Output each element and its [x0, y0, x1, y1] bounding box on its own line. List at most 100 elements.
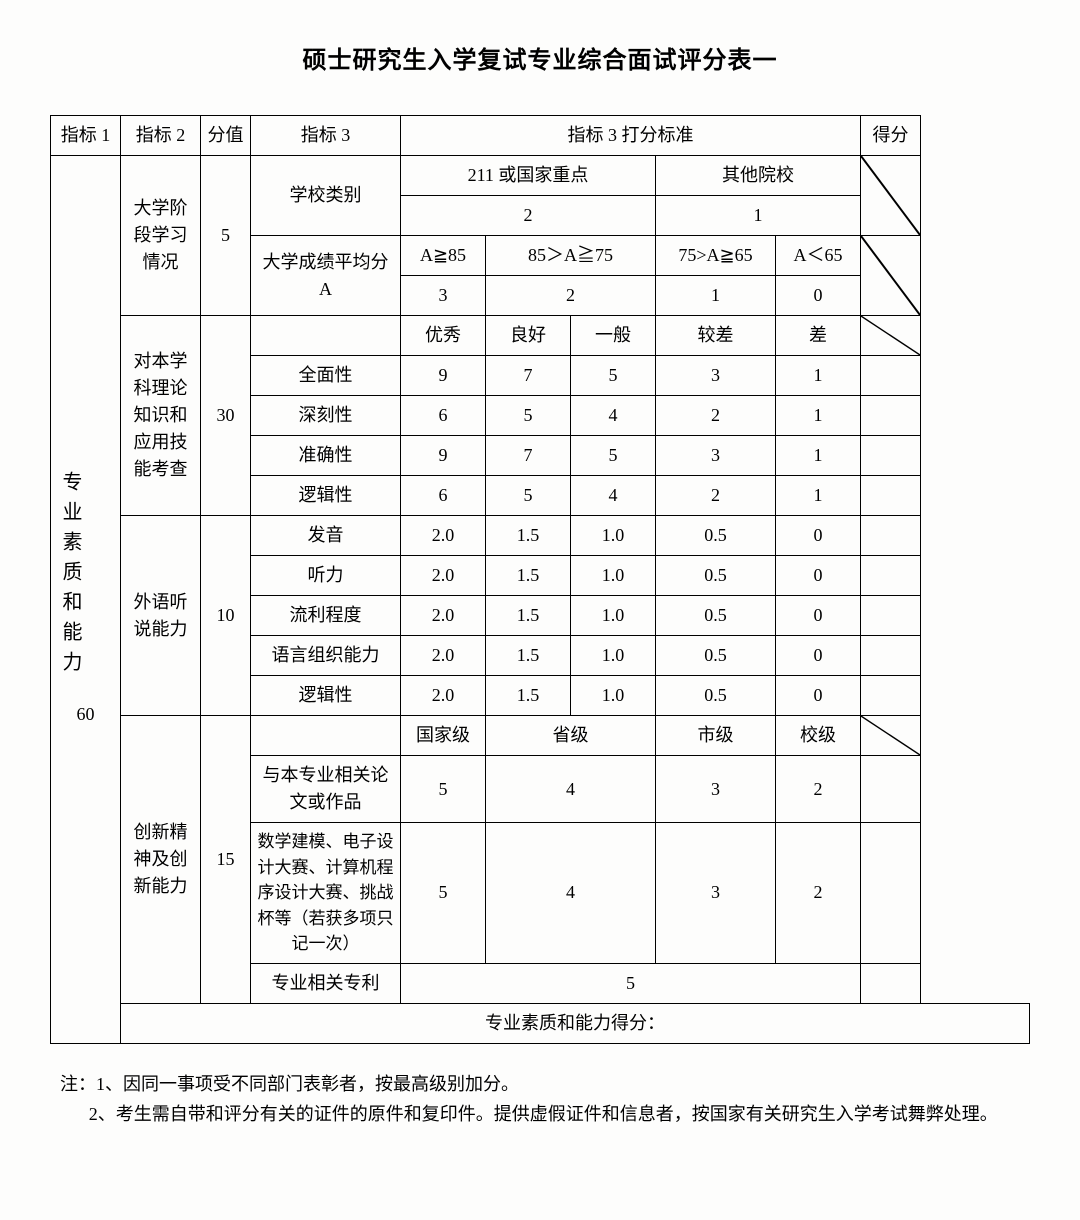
- diag-cell: [861, 716, 921, 756]
- sec4-r1-label: 与本专业相关论文或作品: [251, 756, 401, 823]
- table-header-row: 指标 1 指标 2 分值 指标 3 指标 3 打分标准 得分: [51, 116, 1030, 156]
- sec4-hdr-3: 校级: [776, 716, 861, 756]
- cell: 2.0: [401, 516, 486, 556]
- cell: 3: [656, 823, 776, 964]
- sec1-row2-h2: 85＞A≧75: [486, 236, 656, 276]
- sec4-hdr-2: 市级: [656, 716, 776, 756]
- sec2-hdr-0: 优秀: [401, 316, 486, 356]
- score-cell[interactable]: [861, 823, 921, 964]
- sec1-row2-s4: 0: [776, 276, 861, 316]
- score-cell[interactable]: [861, 396, 921, 436]
- hdr-weight: 分值: [201, 116, 251, 156]
- score-cell[interactable]: [861, 436, 921, 476]
- cell: 6: [401, 396, 486, 436]
- sec1-row2-s2: 2: [486, 276, 656, 316]
- cell: 5: [486, 396, 571, 436]
- sec1-row1-label: 学校类别: [251, 156, 401, 236]
- sec3-r0-label: 发音: [251, 516, 401, 556]
- cell: 5: [401, 823, 486, 964]
- cell: 3: [656, 356, 776, 396]
- score-cell[interactable]: [861, 676, 921, 716]
- cell: 0.5: [656, 676, 776, 716]
- notes-section: 注：1、因同一事项受不同部门表彰者，按最高级别加分。 2、考生需自带和评分有关的…: [50, 1069, 1030, 1130]
- cell: 1: [776, 436, 861, 476]
- cell: 3: [656, 436, 776, 476]
- hdr-indicator3: 指标 3: [251, 116, 401, 156]
- note-2: 2、考生需自带和评分有关的证件的原件和复印件。提供虚假证件和信息者，按国家有关研…: [60, 1099, 1020, 1130]
- sec1-row2-s3: 1: [656, 276, 776, 316]
- sec3-label: 外语听说能力: [121, 516, 201, 716]
- sec1-label: 大学阶段学习情况: [121, 156, 201, 316]
- diag-cell: [861, 236, 921, 316]
- sec4-hdr-1: 省级: [486, 716, 656, 756]
- cell: 1.5: [486, 636, 571, 676]
- hdr-indicator1: 指标 1: [51, 116, 121, 156]
- cell: 7: [486, 356, 571, 396]
- sec3-r2-label: 流利程度: [251, 596, 401, 636]
- cell: 2.0: [401, 596, 486, 636]
- cell: 4: [571, 476, 656, 516]
- cell: 1: [776, 476, 861, 516]
- score-cell[interactable]: [861, 476, 921, 516]
- score-cell[interactable]: [861, 756, 921, 823]
- cell: 0: [776, 556, 861, 596]
- cell: 0.5: [656, 556, 776, 596]
- cell: 2: [656, 396, 776, 436]
- cell: 1.5: [486, 676, 571, 716]
- cell: 9: [401, 356, 486, 396]
- cell: 1.0: [571, 636, 656, 676]
- cell: 1.0: [571, 556, 656, 596]
- sec1-row2-s1: 3: [401, 276, 486, 316]
- sec2-r3-label: 逻辑性: [251, 476, 401, 516]
- sec2-hdr-4: 差: [776, 316, 861, 356]
- sec4-hdr-empty: [251, 716, 401, 756]
- indicator1-total: 60: [55, 701, 116, 728]
- sec4-weight: 15: [201, 716, 251, 1004]
- sec1-row1-s2: 1: [656, 196, 861, 236]
- sec2-label: 对本学科理论知识和应用技能考查: [121, 316, 201, 516]
- cell: 2: [776, 823, 861, 964]
- cell: 0: [776, 676, 861, 716]
- sec3-r4-label: 逻辑性: [251, 676, 401, 716]
- cell: 7: [486, 436, 571, 476]
- score-cell[interactable]: [861, 636, 921, 676]
- sec4-r2-label: 数学建模、电子设计大赛、计算机程序设计大赛、挑战杯等（若获多项只记一次）: [251, 823, 401, 964]
- sec4-r3-label: 专业相关专利: [251, 963, 401, 1003]
- sec1-weight: 5: [201, 156, 251, 316]
- hdr-indicator2: 指标 2: [121, 116, 201, 156]
- diag-cell: [861, 316, 921, 356]
- score-cell[interactable]: [861, 356, 921, 396]
- score-cell[interactable]: [861, 596, 921, 636]
- cell: 1: [776, 396, 861, 436]
- sec1-row1-s1: 2: [401, 196, 656, 236]
- note-1: 1、因同一事项受不同部门表彰者，按最高级别加分。: [96, 1074, 519, 1094]
- sec1-row2-h3: 75>A≧65: [656, 236, 776, 276]
- cell: 2: [656, 476, 776, 516]
- cell: 1.5: [486, 596, 571, 636]
- sec2-hdr-empty: [251, 316, 401, 356]
- score-cell[interactable]: [861, 963, 921, 1003]
- cell: 5: [486, 476, 571, 516]
- score-cell[interactable]: [861, 556, 921, 596]
- sec2-weight: 30: [201, 316, 251, 516]
- sec4-label: 创新精神及创新能力: [121, 716, 201, 1004]
- cell: 1.0: [571, 676, 656, 716]
- indicator1-label: 专业素质和能力: [55, 471, 85, 681]
- rubric-table: 指标 1 指标 2 分值 指标 3 指标 3 打分标准 得分 专业素质和能力 6…: [50, 115, 1030, 1044]
- cell: 6: [401, 476, 486, 516]
- sec1-row2-h1: A≧85: [401, 236, 486, 276]
- score-cell[interactable]: [861, 516, 921, 556]
- sec3-weight: 10: [201, 516, 251, 716]
- cell: 0: [776, 596, 861, 636]
- cell: 0.5: [656, 516, 776, 556]
- diag-cell: [861, 156, 921, 236]
- cell: 2.0: [401, 556, 486, 596]
- sec3-r3-label: 语言组织能力: [251, 636, 401, 676]
- cell: 0.5: [656, 596, 776, 636]
- sec2-r0-label: 全面性: [251, 356, 401, 396]
- sec2-hdr-2: 一般: [571, 316, 656, 356]
- cell: 0: [776, 636, 861, 676]
- cell: 4: [486, 756, 656, 823]
- sec2-r1-label: 深刻性: [251, 396, 401, 436]
- sec4-hdr-0: 国家级: [401, 716, 486, 756]
